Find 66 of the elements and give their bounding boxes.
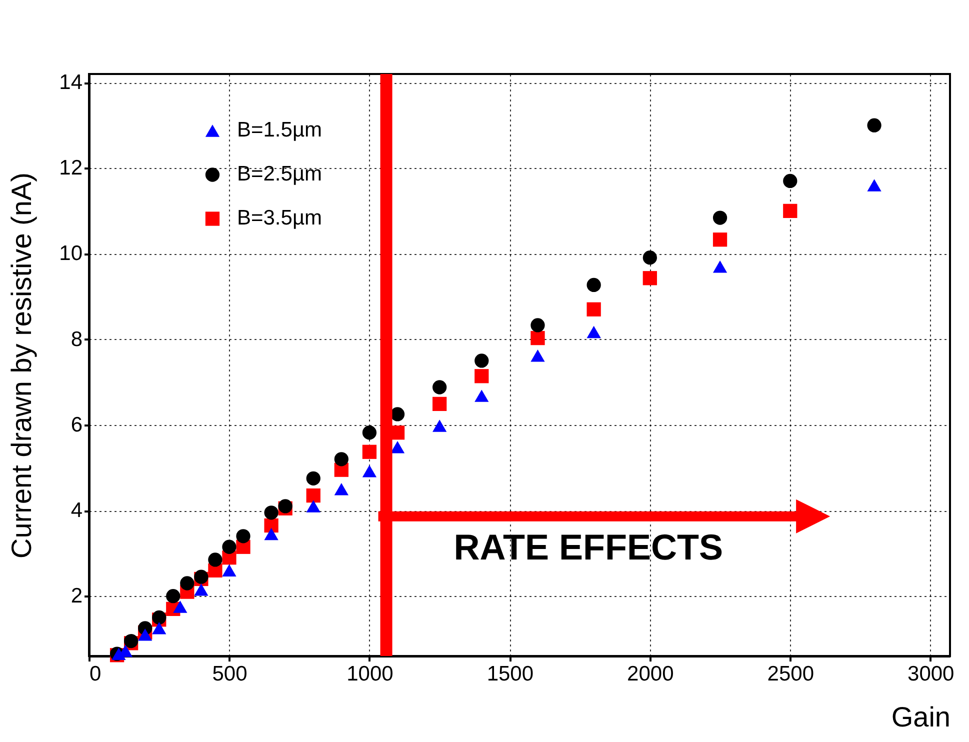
point <box>264 528 278 540</box>
point <box>152 622 166 634</box>
point <box>586 326 601 338</box>
legend-label: B=3.5µm <box>236 206 322 230</box>
annotation: RATE EFFECTS <box>454 526 724 568</box>
x-tick-label: 0 <box>90 662 102 686</box>
point <box>642 271 657 286</box>
point <box>306 488 320 503</box>
point <box>586 278 601 292</box>
point <box>236 529 250 544</box>
point <box>173 600 188 613</box>
y-tick-label: 12 <box>59 156 82 180</box>
point <box>264 506 278 520</box>
point <box>306 471 320 486</box>
point <box>194 570 208 584</box>
x-tick-label: 500 <box>212 662 248 686</box>
point <box>432 380 447 394</box>
point <box>586 302 601 316</box>
point <box>306 500 320 512</box>
point <box>642 250 657 265</box>
point <box>166 589 180 604</box>
point <box>712 210 728 225</box>
point <box>152 610 166 625</box>
y-axis-title: Current drawn by resistive (nA) <box>6 172 38 558</box>
point <box>783 174 798 188</box>
x-tick-label: 2500 <box>767 662 814 686</box>
point <box>222 540 236 554</box>
y-tick-label: 2 <box>70 584 82 608</box>
x-tick-label: 3000 <box>908 662 954 686</box>
y-tick-label: 10 <box>59 242 82 266</box>
point <box>180 576 194 590</box>
point <box>712 232 728 247</box>
point <box>867 179 882 192</box>
point <box>530 349 545 362</box>
point <box>390 407 405 422</box>
x-tick-label: 1000 <box>346 662 394 686</box>
point <box>474 369 489 384</box>
point <box>362 465 377 478</box>
point <box>138 628 152 641</box>
legend-label: B=2.5µm <box>236 162 322 186</box>
point <box>264 518 278 533</box>
point <box>362 444 377 459</box>
point <box>474 390 489 402</box>
point <box>432 420 447 432</box>
x-axis-title: Gain <box>891 702 950 732</box>
point <box>208 552 222 567</box>
point <box>334 452 348 466</box>
point <box>222 564 236 577</box>
point <box>474 354 489 368</box>
point <box>530 318 545 332</box>
point <box>362 426 377 440</box>
x-tick-label: 1500 <box>486 662 534 686</box>
y-tick-label: 8 <box>70 328 82 351</box>
x-tick-label: 2000 <box>627 662 674 686</box>
point <box>390 441 405 454</box>
legend-label: B=1.5µm <box>236 118 322 142</box>
point <box>867 118 882 132</box>
point <box>530 330 545 346</box>
point <box>334 482 348 496</box>
y-tick-label: 14 <box>59 71 83 94</box>
y-tick-label: 4 <box>70 499 83 522</box>
point <box>783 204 798 218</box>
y-tick-label: 6 <box>70 413 82 436</box>
point <box>194 584 208 596</box>
point <box>432 396 447 412</box>
point <box>712 260 728 273</box>
